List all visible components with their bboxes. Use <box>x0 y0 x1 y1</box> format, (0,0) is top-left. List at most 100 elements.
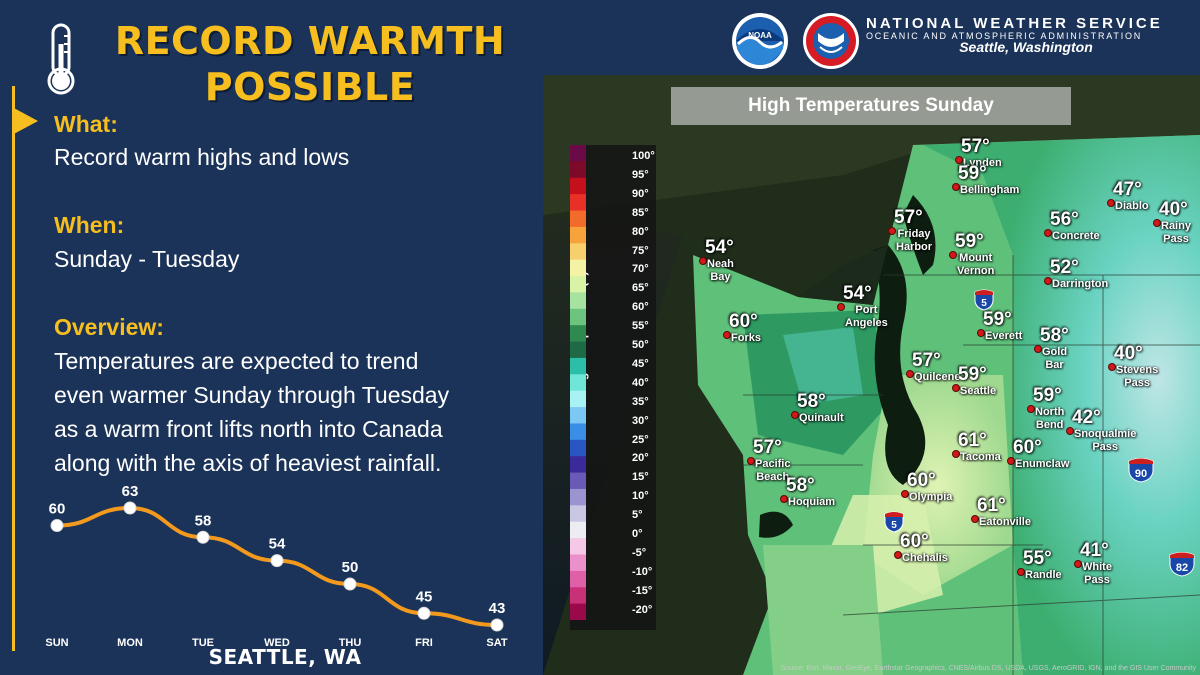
overview-heading: Overview: <box>54 314 164 340</box>
legend-swatch <box>570 488 586 506</box>
legend-swatch <box>570 456 586 474</box>
station-temperature: 59° <box>955 231 984 252</box>
legend-swatch <box>570 357 586 375</box>
legend-tick-label: 85° <box>632 206 649 219</box>
legend-swatch <box>570 325 586 343</box>
station-dot <box>1108 363 1116 371</box>
station-dot <box>1044 229 1052 237</box>
station-dot <box>1017 568 1025 576</box>
station-name: Quinault <box>799 412 844 424</box>
overview-text: Temperatures are expected to trend even … <box>54 344 534 480</box>
station-name: Stevens Pass <box>1116 364 1159 389</box>
temperature-map: High Temperatures Sunday High Temperatur… <box>543 75 1200 675</box>
legend-tick-label: -5° <box>632 546 647 559</box>
headline: RECORD WARMTH POSSIBLE <box>100 18 520 110</box>
station-name: Diablo <box>1115 200 1149 212</box>
legend-swatch <box>570 472 586 490</box>
legend-swatch <box>570 341 586 359</box>
legend-tick-label: 90° <box>632 187 649 200</box>
station-name: Gold Bar <box>1042 346 1068 371</box>
station-temperature: 58° <box>786 475 815 496</box>
legend-swatch <box>570 276 586 293</box>
trend-day-label: WED <box>264 637 290 649</box>
legend-swatch <box>570 292 586 310</box>
trend-value-label: 43 <box>489 600 506 617</box>
station-dot <box>906 370 914 378</box>
station-dot <box>977 329 985 337</box>
highway-number: 5 <box>981 298 987 309</box>
station-temperature: 60° <box>907 470 936 491</box>
legend-tick-label: 30° <box>632 414 649 427</box>
trend-point <box>343 577 357 591</box>
trend-point <box>123 501 137 515</box>
trend-point <box>490 618 504 632</box>
station-dot <box>952 183 960 191</box>
station-dot <box>791 411 799 419</box>
station-temperature: 60° <box>1013 437 1042 458</box>
station-dot <box>723 331 731 339</box>
legend-tick-label: 80° <box>632 225 649 238</box>
highway-number: 82 <box>1176 562 1188 574</box>
station-name: Mount Vernon <box>957 252 995 277</box>
legend-tick-label: 25° <box>632 433 649 446</box>
trend-point <box>417 606 431 620</box>
legend-swatch <box>570 374 586 392</box>
station-dot <box>955 156 963 164</box>
legend-swatch <box>570 177 586 195</box>
station-temperature: 55° <box>1023 548 1052 569</box>
trend-day-label: SAT <box>486 637 507 649</box>
station-temperature: 42° <box>1072 407 1101 428</box>
overview-line: along with the axis of heaviest rainfall… <box>54 450 442 476</box>
interstate-shield-icon: 5 <box>884 511 904 533</box>
station-dot <box>699 257 707 265</box>
station-temperature: 57° <box>753 437 782 458</box>
station-name: Eatonville <box>979 516 1031 528</box>
legend-swatch <box>570 505 586 523</box>
station-name: Darrington <box>1052 278 1109 290</box>
legend-tick-label: 55° <box>632 320 649 333</box>
station-name: North Bend <box>1035 406 1065 431</box>
legend-tick-label: 65° <box>632 282 649 295</box>
station-name: Neah Bay <box>707 258 734 283</box>
station-temperature: 47° <box>1113 179 1142 200</box>
station-dot <box>952 384 960 392</box>
trend-point <box>50 519 64 533</box>
station-temperature: 59° <box>958 364 987 385</box>
station-temperature: 40° <box>1114 343 1143 364</box>
noaa-logo: NOAA <box>732 13 788 69</box>
trend-value-label: 58 <box>195 512 212 529</box>
station-dot <box>1007 457 1015 465</box>
nws-logo <box>803 13 859 69</box>
legend-tick-label: 15° <box>632 471 649 484</box>
legend-swatch <box>570 603 586 620</box>
legend-swatch <box>570 226 586 244</box>
temperature-trend-chart: 60 SUN 63 MON 58 TUE 54 WED 50 THU 45 FRI 43 SAT <box>45 483 507 649</box>
station-temperature: 56° <box>1050 209 1079 230</box>
legend-swatch <box>570 423 586 441</box>
trend-value-label: 60 <box>49 501 66 518</box>
station-name: Seattle <box>960 385 997 397</box>
legend-swatch <box>570 439 586 457</box>
interstate-shield-icon: 90 <box>1128 458 1154 483</box>
svg-text:NOAA: NOAA <box>748 31 772 40</box>
station-dot <box>1153 219 1161 227</box>
station-name: Everett <box>985 330 1023 342</box>
legend-tick-label: 100° <box>632 150 655 162</box>
station-dot <box>1107 199 1115 207</box>
legend-swatch <box>570 210 586 228</box>
station-name: Rainy Pass <box>1161 220 1191 245</box>
station-name: Quilcene <box>914 371 961 383</box>
station-dot <box>952 450 960 458</box>
trend-point <box>196 530 210 544</box>
trend-day-label: MON <box>117 637 143 649</box>
when-text: Sunday - Tuesday <box>54 246 240 272</box>
legend-swatch <box>570 570 586 588</box>
legend-tick-label: 10° <box>632 490 649 503</box>
station-name: Randle <box>1025 569 1062 581</box>
agency-logos: NOAA <box>732 13 859 69</box>
legend-swatch <box>570 308 586 326</box>
station-dot <box>1034 345 1042 353</box>
legend-swatch <box>570 587 586 605</box>
trend-day-label: TUE <box>192 637 214 649</box>
interstate-shield-icon: 82 <box>1169 552 1195 577</box>
